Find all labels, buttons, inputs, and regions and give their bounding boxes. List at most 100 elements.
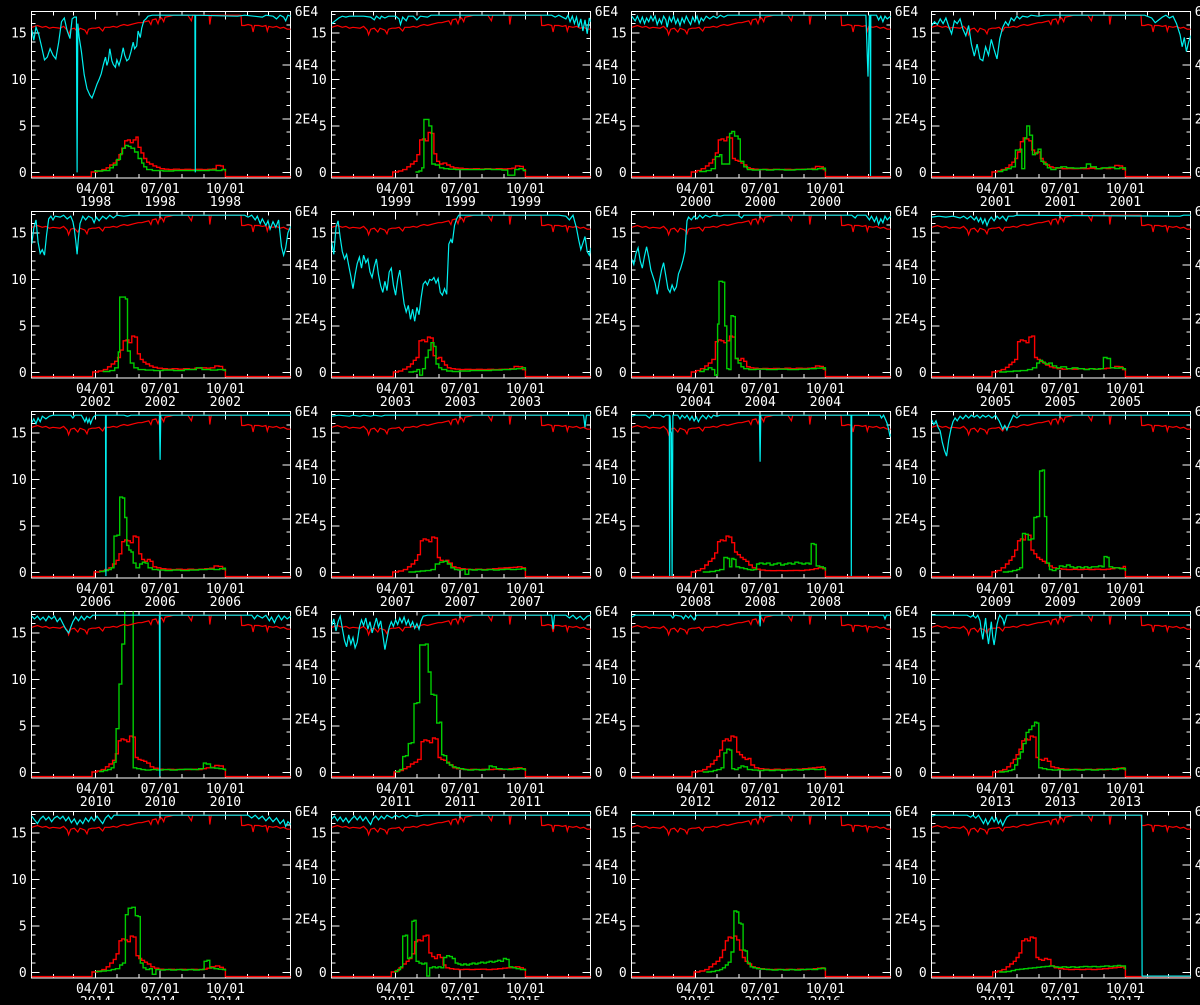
axis-frame [331,611,592,779]
green-histogram-series [99,611,227,773]
y-right-tick-label: 2E4 [595,912,619,927]
y-right-tick-label: 2E4 [595,112,619,127]
chart-panel-1998: 05101502E44E46E404/01199807/01199810/011… [11,5,318,210]
y-right-tick-label: 6E4 [895,405,919,420]
x-tick-year-label: 2017 [1044,995,1075,1000]
x-tick-date-label: 10/01 [206,982,245,997]
cyan-line-series [331,414,591,428]
y-left-tick-label: 10 [911,73,927,88]
chart-panel-2004: 05101502E44E46E404/01200407/01200410/012… [611,205,918,410]
x-tick-year-label: 2005 [1044,395,1075,410]
x-tick-date-label: 04/01 [376,982,415,997]
x-tick-year-label: 2007 [444,595,475,610]
x-tick-date-label: 04/01 [76,582,115,597]
x-tick-year-label: 2002 [210,395,241,410]
axis-frame [631,211,892,379]
y-left-tick-label: 15 [11,626,27,641]
cyan-line-series [31,814,291,829]
y-left-tick-label: 10 [11,273,27,288]
x-tick-year-label: 2015 [380,995,411,1000]
x-tick-year-label: 2001 [1110,195,1141,210]
y-left-tick-label: 10 [11,873,27,888]
chart-panel-2009: 05101502E44E46E404/01200907/01200910/012… [911,405,1200,610]
y-left-tick-label: 15 [611,26,627,41]
cyan-line-series [631,214,891,295]
x-tick-date-label: 07/01 [1041,982,1080,997]
x-tick-date-label: 04/01 [76,382,115,397]
x-tick-year-label: 2012 [744,795,775,810]
y-right-tick-label: 6E4 [295,405,319,420]
x-tick-year-label: 1998 [144,195,175,210]
chart-panel-2005: 05101502E44E46E404/01200507/01200510/012… [911,205,1200,410]
x-tick-date-label: 10/01 [506,382,545,397]
red-histogram-series [31,335,291,378]
cyan-line-series [631,414,891,577]
axis-frame [31,211,292,379]
y-left-tick-label: 15 [311,26,327,41]
y-left-tick-label: 10 [311,473,327,488]
x-tick-date-label: 04/01 [976,982,1015,997]
green-histogram-series [408,342,527,376]
axis-frame [331,211,592,379]
x-tick-year-label: 2010 [144,795,175,810]
y-right-tick-label: 4E4 [295,859,319,874]
green-histogram-series [702,748,827,773]
y-left-tick-label: 15 [11,426,27,441]
y-left-tick-label: 15 [311,826,327,841]
y-right-tick-label: 0 [895,766,903,781]
y-left-tick-label: 0 [19,566,27,581]
y-left-tick-label: 10 [11,673,27,688]
series-group [631,814,891,978]
x-tick-year-label: 2007 [380,595,411,610]
y-right-tick-label: 2E4 [895,112,919,127]
series-group [31,14,291,178]
red-histogram-series [931,735,1191,778]
y-left-tick-label: 0 [619,966,627,981]
x-tick-year-label: 2016 [744,995,775,1000]
y-right-tick-label: 6E4 [895,805,919,820]
y-left-tick-label: 5 [919,919,927,934]
y-right-tick-label: 6E4 [1195,405,1200,420]
red-histogram-series [31,735,291,778]
y-right-tick-label: 4E4 [595,859,619,874]
x-tick-date-label: 07/01 [141,382,180,397]
y-left-tick-label: 15 [311,626,327,641]
y-left-tick-label: 0 [619,566,627,581]
chart-panel-2006: 05101502E44E46E404/01200607/01200610/012… [11,405,318,610]
x-tick-year-label: 2014 [210,995,241,1000]
y-left-tick-label: 0 [19,766,27,781]
cyan-line-series [331,13,591,34]
red-histogram-series [931,137,1191,178]
cyan-line-series [931,414,1191,457]
y-right-tick-label: 0 [895,966,903,981]
y-left-tick-label: 5 [319,519,327,534]
x-tick-year-label: 2014 [80,995,111,1000]
green-histogram-series [395,643,527,773]
series-group [631,414,891,578]
y-right-tick-label: 4E4 [1195,259,1200,274]
y-left-tick-label: 15 [911,826,927,841]
y-left-tick-label: 15 [311,226,327,241]
y-left-tick-label: 5 [919,519,927,534]
series-group [931,414,1191,578]
x-tick-date-label: 10/01 [806,782,845,797]
series-group [631,614,891,778]
series-group [331,613,591,778]
red-upper-line-series [331,614,591,637]
x-tick-date-label: 04/01 [676,982,715,997]
y-right-tick-label: 4E4 [295,259,319,274]
y-right-tick-label: 4E4 [595,259,619,274]
x-tick-date-label: 04/01 [976,382,1015,397]
y-right-tick-label: 0 [595,166,603,181]
y-right-tick-label: 6E4 [895,205,919,220]
y-right-tick-label: 0 [1195,966,1200,981]
x-tick-year-label: 2005 [1110,395,1141,410]
y-right-tick-label: 6E4 [595,5,619,20]
axis-frame [31,611,292,779]
cyan-line-series [31,614,291,777]
chart-panel-2000: 05101502E44E46E404/01200007/01200010/012… [611,5,918,210]
y-right-tick-label: 4E4 [895,59,919,74]
x-tick-year-label: 2012 [810,795,841,810]
green-histogram-series [999,721,1127,773]
